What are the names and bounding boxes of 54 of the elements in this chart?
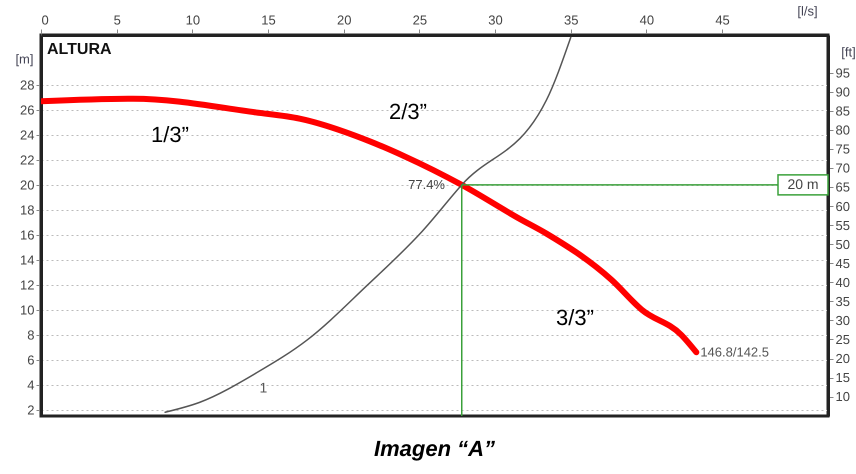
y-tick-label: 10	[20, 302, 34, 318]
y2-tick-label: 70	[836, 160, 850, 176]
text: Imagen “A”	[374, 436, 496, 461]
y2-tick-label: 25	[836, 332, 850, 347]
y-tick-label: 28	[20, 77, 34, 92]
y2-tick-label: 10	[836, 389, 850, 404]
x-tick-label: 10	[186, 12, 200, 28]
x-tick-label: 5	[114, 12, 121, 28]
annotation: 1/3”	[151, 122, 189, 147]
x-tick-label: 30	[488, 12, 503, 28]
ref-line-label: 20 m	[787, 176, 819, 192]
annotation: 3/3”	[556, 305, 594, 330]
y-tick-label: 18	[20, 202, 34, 218]
annotation: ALTURA	[47, 41, 112, 58]
y-tick-label: 26	[20, 102, 34, 118]
y-axis-title: [m]	[15, 52, 34, 66]
x-tick-label: 20	[336, 12, 352, 28]
y-tick-label: 12	[20, 277, 34, 292]
y-tick-label: 4	[27, 377, 34, 392]
y-tick-label: 8	[27, 327, 34, 342]
y-tick-label: 22	[20, 152, 34, 168]
series-label: 1	[260, 379, 268, 396]
y2-tick-label: 55	[836, 218, 850, 233]
y2-tick-label: 90	[836, 84, 850, 100]
y2-tick-label: 40	[836, 274, 850, 290]
y2-tick-label: 75	[836, 142, 850, 157]
y-tick-label: 6	[27, 352, 34, 368]
x-tick-label: 15	[261, 12, 276, 28]
y2-tick-label: 15	[836, 370, 850, 386]
y2-tick-label: 65	[836, 180, 850, 195]
y2-tick-label: 20	[836, 351, 850, 366]
y2-tick-label: 45	[836, 256, 850, 271]
y2-tick-label: 95	[836, 66, 850, 81]
y-tick-label: 2	[27, 402, 34, 418]
x-tick-label: 0	[42, 12, 49, 28]
y2-tick-label: 80	[836, 122, 850, 138]
x-tick-label: 40	[640, 12, 654, 28]
y2-tick-label: 35	[836, 294, 850, 309]
y-tick-label: 24	[20, 127, 34, 142]
y-tick-label: 14	[20, 252, 34, 268]
y2-tick-label: 50	[836, 236, 850, 252]
y2-tick-label: 30	[836, 312, 850, 328]
y2-axis-title: [ft]	[841, 44, 856, 60]
x-tick-label: 45	[715, 12, 730, 28]
y-tick-label: 20	[20, 177, 34, 192]
x-tick-label: 25	[412, 12, 428, 28]
series-label: 146.8/142.5	[700, 344, 770, 360]
y2-tick-label: 60	[836, 198, 850, 214]
y-tick-label: 16	[20, 227, 34, 242]
annotation: 2/3”	[389, 99, 427, 124]
x-axis-title: [l/s]	[797, 4, 818, 18]
x-tick-label: 35	[564, 12, 578, 28]
annotation: 77.4%	[408, 177, 446, 192]
y2-tick-label: 85	[836, 104, 850, 119]
